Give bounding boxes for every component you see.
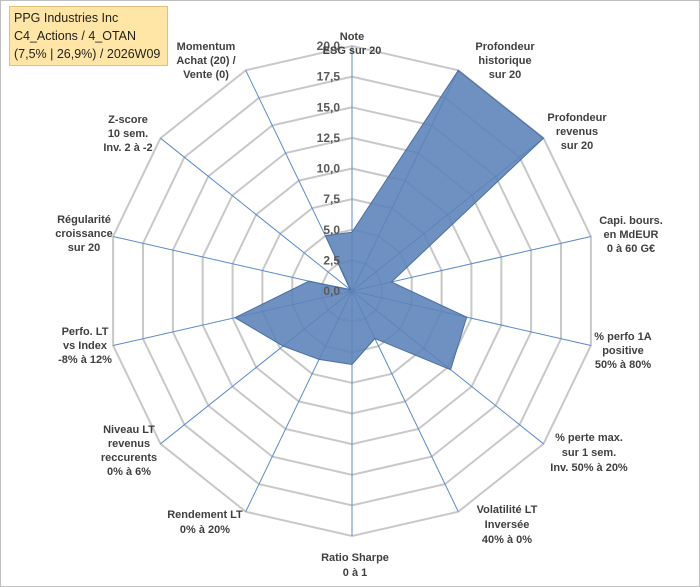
axis-label: sur 20 [489,69,521,81]
axis-label: ESG sur 20 [323,45,382,57]
axis-label: Momentum [177,41,236,53]
chart-title-box: PPG Industries Inc C4_Actions / 4_OTAN (… [9,6,168,66]
tick-label: 17,5 [317,70,341,84]
axis-label: Ratio Sharpe [321,552,389,564]
axis-label: 50% à 80% [595,359,651,371]
axis-label: Volatilité LT [477,504,538,516]
tick-label: 10,0 [317,162,341,176]
axis-label: Niveau LT [103,424,155,436]
axis-label: revenus [108,438,150,450]
axis-label: Capi. bours. [599,215,663,227]
axis-label: Perfo. LT [62,326,109,338]
axis-label: Note [340,31,364,43]
tick-label: 5,0 [323,223,340,237]
tick-label: 0,0 [323,284,340,298]
axis-label: croissance [55,228,112,240]
axis-label: Inversée [485,519,530,531]
tick-label: 7,5 [323,192,340,206]
axis-label: -8% à 12% [58,354,112,366]
axis-label: Achat (20) / [176,55,235,67]
axis-spoke [160,137,353,292]
category-label: C4_Actions / 4_OTAN [14,29,137,43]
axis-label: Profondeur [475,41,535,53]
tick-label: 2,5 [323,253,340,267]
axis-label: Régularité [57,214,111,226]
tick-label: 20,0 [317,39,341,53]
tick-label: 15,0 [317,100,341,114]
axis-label: 0% à 20% [180,524,230,536]
axis-label: Inv. 50% à 20% [550,462,628,474]
tick-label: 12,5 [317,131,341,145]
axis-label: reccurents [101,452,157,464]
axis-label: 10 sem. [108,128,148,140]
axis-label: % perfo 1A [594,331,652,343]
axis-label: 0 à 1 [343,567,367,579]
axis-label: % perte max. [555,432,623,444]
axis-label: sur 20 [561,140,593,152]
axis-label: Rendement LT [167,509,243,521]
data-series-area [233,69,545,371]
axis-label: Z-score [108,114,148,126]
axis-label: Profondeur [547,112,607,124]
axis-label: 0 à 60 G€ [607,243,655,255]
axis-label: sur 1 sem. [562,447,616,459]
axis-label: positive [602,345,644,357]
axis-label: Inv. 2 à -2 [103,142,152,154]
axis-label: historique [478,55,531,67]
company-name: PPG Industries Inc [14,11,119,25]
axis-label: en MdEUR [604,229,659,241]
axis-label: sur 20 [68,242,100,254]
axis-label: Vente (0) [183,69,229,81]
axis-label: revenus [556,126,598,138]
period-label: (7,5% | 26,9%) / 2026W09 [14,47,161,61]
axis-label: 40% à 0% [482,534,532,546]
axis-label: vs Index [63,340,108,352]
axis-label: 0% à 6% [107,466,151,478]
